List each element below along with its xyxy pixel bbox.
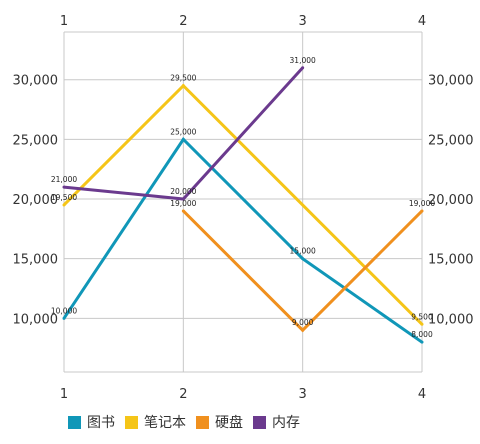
legend-label: 内存 [272,415,300,431]
x-tick-label-bottom: 1 [60,387,68,402]
y-tick-label-right: 30,000 [428,74,474,89]
legend-swatch [68,415,81,429]
legend-swatch [125,415,138,429]
x-tick-label-top: 3 [299,14,307,29]
data-point [181,84,185,88]
data-point [62,203,66,207]
series-line-1 [62,83,424,326]
data-label: 10,000 [51,306,77,315]
data-point [181,137,185,141]
y-tick-label-right: 15,000 [428,253,474,268]
data-label: 29,500 [170,74,196,83]
series-layer [62,66,424,344]
data-label: 20,000 [170,187,196,196]
data-point [62,185,66,189]
x-tick-label-top: 1 [60,14,68,29]
data-point [420,322,424,326]
data-label: 9,500 [411,312,433,321]
data-point [181,197,185,201]
legend-item[interactable]: 图书 [68,412,115,432]
data-point [301,257,305,261]
data-label: 19,000 [409,199,435,208]
data-point [420,209,424,213]
legend-swatch [253,415,266,429]
y-tick-label-left: 30,000 [13,74,59,89]
data-label: 21,000 [51,175,77,184]
legend-item[interactable]: 笔记本 [125,412,186,432]
data-label: 19,000 [170,199,196,208]
data-point [301,66,305,70]
y-tick-label-left: 20,000 [13,193,59,208]
data-point [301,328,305,332]
x-tick-label-top: 4 [418,14,426,29]
data-label: 19,500 [51,193,77,202]
line-chart: 10,000 25,000 15,000 8,000 19,500 29,500 9,500… [13,14,474,402]
data-point [62,316,66,320]
legend: 图书 笔记本 硬盘 内存 [68,412,310,432]
y-tick-label-right: 10,000 [428,312,474,327]
series-line-0 [62,137,423,344]
y-tick-label-right: 20,000 [428,193,474,208]
y-tick-label-right: 25,000 [428,133,474,148]
legend-swatch [196,415,209,429]
x-tick-label-bottom: 2 [179,387,187,402]
data-label-layer: 10,000 25,000 15,000 8,000 19,500 29,500 9,500… [51,56,435,339]
x-tick-label-bottom: 4 [418,387,426,402]
data-label: 15,000 [290,247,316,256]
y-tick-label-left: 15,000 [13,253,59,268]
data-label: 9,000 [292,318,314,327]
legend-item[interactable]: 内存 [253,412,300,432]
y-tick-label-left: 25,000 [13,133,59,148]
x-tick-label-bottom: 3 [299,387,307,402]
data-label: 8,000 [411,330,433,339]
y-tick-label-left: 10,000 [13,312,59,327]
x-tick-label-top: 2 [179,14,187,29]
data-point [181,209,185,213]
data-label: 25,000 [170,127,196,136]
legend-item[interactable]: 硬盘 [196,412,243,432]
legend-label: 笔记本 [144,415,186,431]
legend-label: 硬盘 [215,415,243,431]
data-point [420,340,424,344]
legend-label: 图书 [87,415,115,431]
data-label: 31,000 [290,56,316,65]
grid-layer [63,31,423,373]
